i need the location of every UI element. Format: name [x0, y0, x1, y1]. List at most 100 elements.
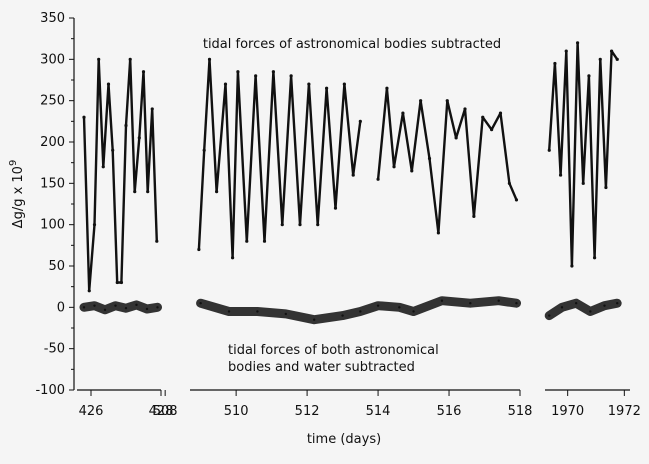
tidal-data-point: [230, 256, 235, 260]
tidal-data-point: [570, 264, 574, 268]
svg-text:Δg/g x 109: Δg/g x 109: [8, 160, 26, 229]
tidal-data-point: [598, 57, 602, 61]
x-tick-label: 428: [149, 404, 174, 419]
tidal-data-point: [490, 128, 494, 132]
tidal-data-point: [351, 173, 355, 177]
tidal-data-point: [333, 206, 338, 210]
residual-data-point: [312, 318, 316, 321]
residual-data-point: [515, 302, 518, 305]
tidal-data-point: [150, 107, 154, 111]
tidal-data-point: [419, 99, 423, 103]
x-tick-label: 514: [366, 404, 391, 419]
tidal-data-point: [581, 181, 585, 185]
tidal-data-point: [507, 181, 511, 185]
residual-data-point: [284, 312, 288, 316]
tidal-data-point: [463, 107, 467, 111]
tidal-series-line: [82, 58, 159, 292]
residual-data-point: [469, 302, 472, 305]
tidal-data-point: [436, 231, 440, 235]
tidal-data-point: [385, 86, 389, 90]
residual-data-point: [227, 310, 231, 313]
residual-data-point: [156, 306, 159, 309]
tidal-data-point: [298, 223, 302, 227]
tidal-data-point: [97, 57, 101, 61]
residual-data-point: [199, 302, 202, 305]
tidal-data-point: [215, 190, 219, 194]
tidal-data-point: [236, 70, 240, 74]
y-tick-label: 50: [48, 259, 65, 274]
tidal-data-point: [141, 70, 146, 74]
tidal-data-point: [254, 74, 258, 78]
tidal-data-point: [146, 190, 150, 194]
residual-data-point: [103, 308, 107, 312]
tidal-data-point: [376, 177, 380, 181]
residual-data-point: [114, 304, 117, 307]
tidal-series-line: [376, 87, 518, 235]
y-tick-label: 150: [40, 176, 65, 191]
annotation-top: tidal forces of astronomical bodies subt…: [203, 37, 501, 52]
tidal-data-point: [115, 280, 119, 285]
tidal-data-point: [307, 82, 311, 86]
data-layer: [79, 41, 622, 325]
tidal-data-point: [401, 111, 405, 115]
tidal-series-line: [197, 58, 362, 259]
y-tick-label: 300: [40, 52, 65, 67]
tidal-data-point: [316, 223, 320, 227]
tidal-data-point: [280, 223, 284, 227]
tidal-data-point: [615, 57, 619, 61]
tidal-data-point: [289, 74, 293, 78]
residual-data-point: [616, 302, 619, 305]
x-tick-label: 1970: [551, 404, 584, 419]
tidal-data-point: [82, 115, 86, 119]
tidal-data-point: [202, 148, 206, 152]
tidal-data-point: [271, 70, 275, 74]
tidal-data-point: [325, 86, 329, 90]
residual-data-point: [82, 306, 86, 309]
annotation-bottom-line1: tidal forces of both astronomical: [228, 343, 439, 358]
tidal-data-point: [101, 165, 105, 169]
tidal-data-point: [609, 49, 614, 53]
y-tick-label: -100: [35, 383, 65, 398]
tidal-data-point: [133, 190, 137, 194]
residual-data-point: [548, 314, 551, 317]
y-axis-label-exponent: 9: [8, 160, 19, 166]
residual-data-point: [93, 304, 96, 307]
tidal-data-point: [106, 82, 111, 86]
tidal-data-point: [472, 214, 476, 218]
tidal-data-point: [245, 239, 249, 243]
tidal-data-point: [558, 173, 563, 177]
tidal-data-point: [454, 136, 458, 140]
x-axis-label: time (days): [307, 432, 381, 447]
y-tick-label: -50: [44, 342, 65, 357]
y-tick-label: 200: [40, 135, 65, 150]
residual-data-point: [135, 303, 138, 307]
tidal-data-point: [553, 61, 557, 66]
tidal-data-point: [128, 57, 132, 61]
tidal-data-point: [262, 239, 267, 243]
residual-data-point: [256, 310, 259, 313]
tidal-series-line: [548, 41, 619, 268]
tidal-data-point: [575, 41, 580, 45]
residual-data-point: [603, 304, 606, 307]
y-axis-label-text: Δg/g x 10: [11, 166, 26, 228]
tidal-data-point: [155, 239, 159, 243]
tidal-data-point: [87, 289, 91, 293]
tidal-data-point: [427, 156, 432, 161]
residual-data-point: [359, 310, 362, 313]
residual-data-point: [589, 310, 592, 313]
tidal-data-point: [445, 99, 449, 103]
tidal-data-point: [392, 165, 396, 169]
annotation-bottom-line2: bodies and water subtracted: [228, 360, 415, 375]
residual-data-point: [560, 306, 564, 309]
y-tick-label: 250: [40, 94, 65, 109]
residual-series-band: [196, 296, 521, 325]
x-tick-label: 512: [295, 404, 320, 419]
residual-data-point: [497, 299, 500, 302]
x-tick-label: 516: [437, 404, 462, 419]
tidal-data-point: [592, 256, 597, 260]
tidal-data-point: [498, 111, 503, 115]
residual-series-band: [79, 300, 162, 315]
residual-data-point: [574, 302, 578, 305]
tidal-data-point: [207, 57, 212, 61]
